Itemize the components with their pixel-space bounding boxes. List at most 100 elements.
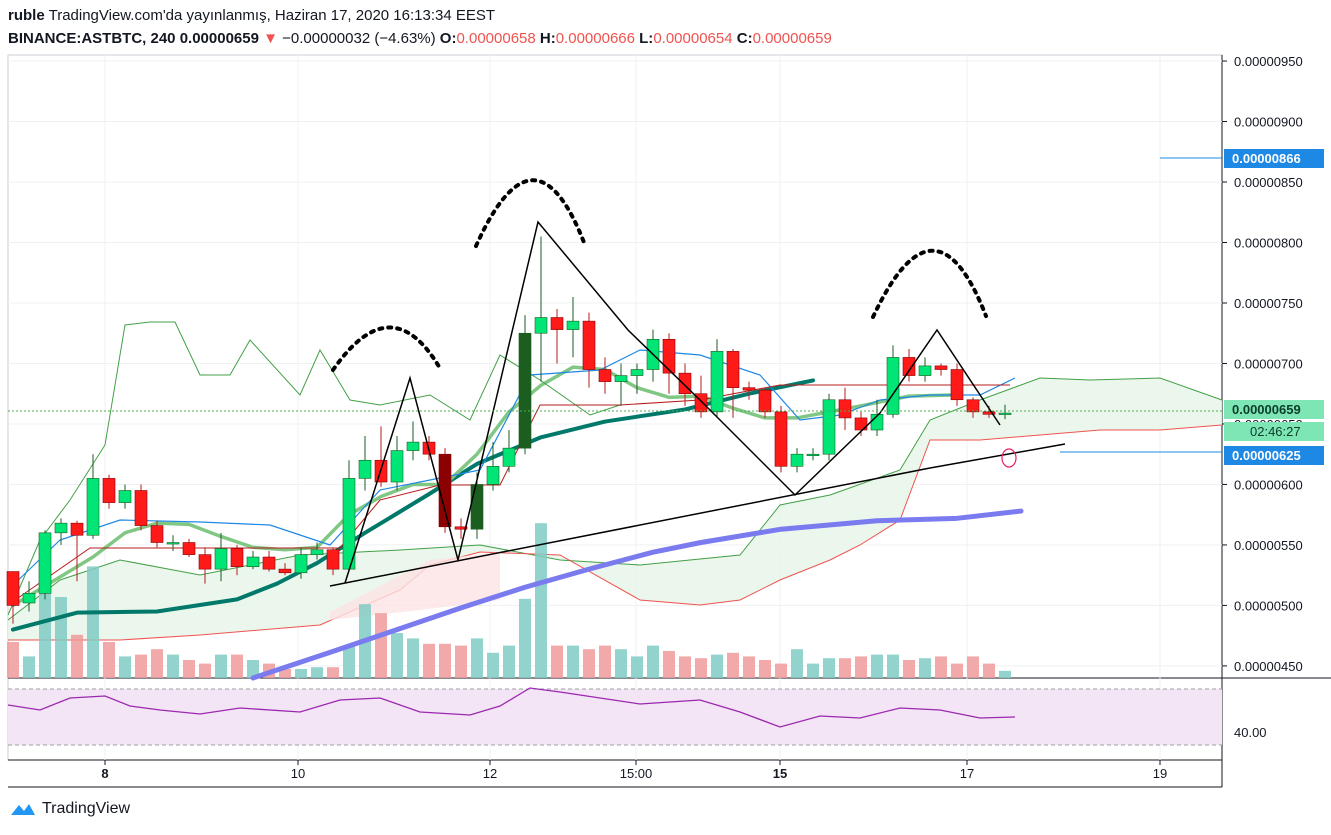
candle-body [182,542,196,555]
y-tick-label: 0.00000800 [1234,236,1303,251]
volume-bar [551,645,563,678]
volume-bar [871,654,883,678]
x-tick-label: 12 [483,766,497,781]
volume-bar [215,654,227,678]
volume-bar [631,656,643,678]
volume-bar [455,645,467,678]
candle-body [822,399,836,455]
neckline-ext [929,443,1066,469]
candle-body [982,411,996,415]
volume-bar [103,642,115,678]
candle-body [998,412,1012,415]
candle-body [662,338,676,374]
volume-bar [695,658,707,678]
kijun-line [7,384,1010,606]
candle-body [550,317,564,330]
candle-body [614,375,628,382]
volume-bar [727,652,739,678]
candle-body [598,369,612,382]
candle-body [726,351,740,388]
cloud-red-fill [330,552,500,620]
volume-bar [183,660,195,678]
low-label: L: [639,30,654,47]
rsi-pane[interactable]: 40.00 [7,687,1267,746]
time-axis[interactable]: 8 10 12 15:00 15 17 19 [101,760,1167,781]
volume-bar [583,649,595,678]
price-badge-label: 0.00000625 [1232,448,1301,463]
candle-body [438,453,452,528]
volume-bar [439,643,451,678]
volume-bar [343,645,355,678]
high-value: 0.00000666 [555,30,635,47]
price-badge [1224,446,1324,465]
volume-bar [711,654,723,678]
candle-body [534,317,548,334]
volume-bar [487,652,499,678]
volume-bar [903,660,915,678]
candle-body [774,411,788,467]
candle-body [310,549,324,555]
candle-body [246,556,260,568]
volume-bar [407,638,419,678]
y-tick-label: 0.00000500 [1234,598,1303,613]
rsi-level-label: 40.00 [1234,725,1267,740]
y-tick-label: 0.00000900 [1234,115,1303,130]
volume-bar [951,663,963,678]
volume-bar [279,669,291,678]
candle-body [22,593,36,604]
volume-bar [887,654,899,678]
symbol-label[interactable]: BINANCE:ASTBTC, 240 [8,30,176,47]
candle-body [854,417,868,431]
candle-body [230,548,244,568]
down-arrow-icon: ▼ [263,30,278,47]
target-marker [1001,448,1017,468]
candle-body [198,554,212,570]
x-tick-label: 17 [960,766,974,781]
candle-body [902,357,916,376]
close-value: 0.00000659 [752,30,832,47]
ema-purple-line [250,508,1024,681]
publisher-name[interactable]: ruble [8,7,45,24]
y-tick-label: 0.00000750 [1234,296,1303,311]
volume-bar [247,660,259,678]
candle-body [518,332,532,449]
volume-bar [311,667,323,678]
left-shoulder-arc [331,325,443,372]
senkou-a-line [7,377,1223,621]
volume-bar [71,634,83,678]
volume-bar [743,656,755,678]
candle-body [950,369,964,401]
y-tick-label: 0.00000850 [1234,175,1303,190]
candle-body [86,478,100,536]
y-tick-label: 0.00000450 [1234,659,1303,674]
candle-body [102,478,116,503]
x-tick-label: 15 [773,766,787,781]
x-tick-label: 10 [291,766,305,781]
candle-body [566,320,580,330]
right-shoulder-arc [871,248,988,319]
volume-bar [839,658,851,678]
price-change: −0.00000032 (−4.63%) [282,30,436,47]
volume-bar [39,579,51,678]
high-label: H: [539,30,556,47]
candle-body [582,320,596,370]
rsi-line [7,687,1016,728]
volume-bar [807,663,819,678]
candle-body [6,571,20,606]
price-badge-label: 0.00000866 [1232,151,1301,166]
price-axis[interactable]: 0.00000950 0.00000900 0.00000850 0.00000800… [1222,54,1324,674]
candle-body [150,525,164,543]
y-tick-label: 0.00000600 [1234,477,1303,492]
y-tick-label: 0.00000550 [1234,538,1303,553]
candle-body [38,532,52,594]
volume-bar [375,613,387,678]
pattern-zigzag [344,220,1001,584]
open-value: 0.00000658 [456,30,536,47]
volume-bars [7,523,1011,678]
candle-body [294,554,308,574]
candle-body [790,453,804,467]
volume-bar [87,566,99,678]
candle-body [678,372,692,395]
y-tick-label: 0.00000950 [1234,54,1303,69]
